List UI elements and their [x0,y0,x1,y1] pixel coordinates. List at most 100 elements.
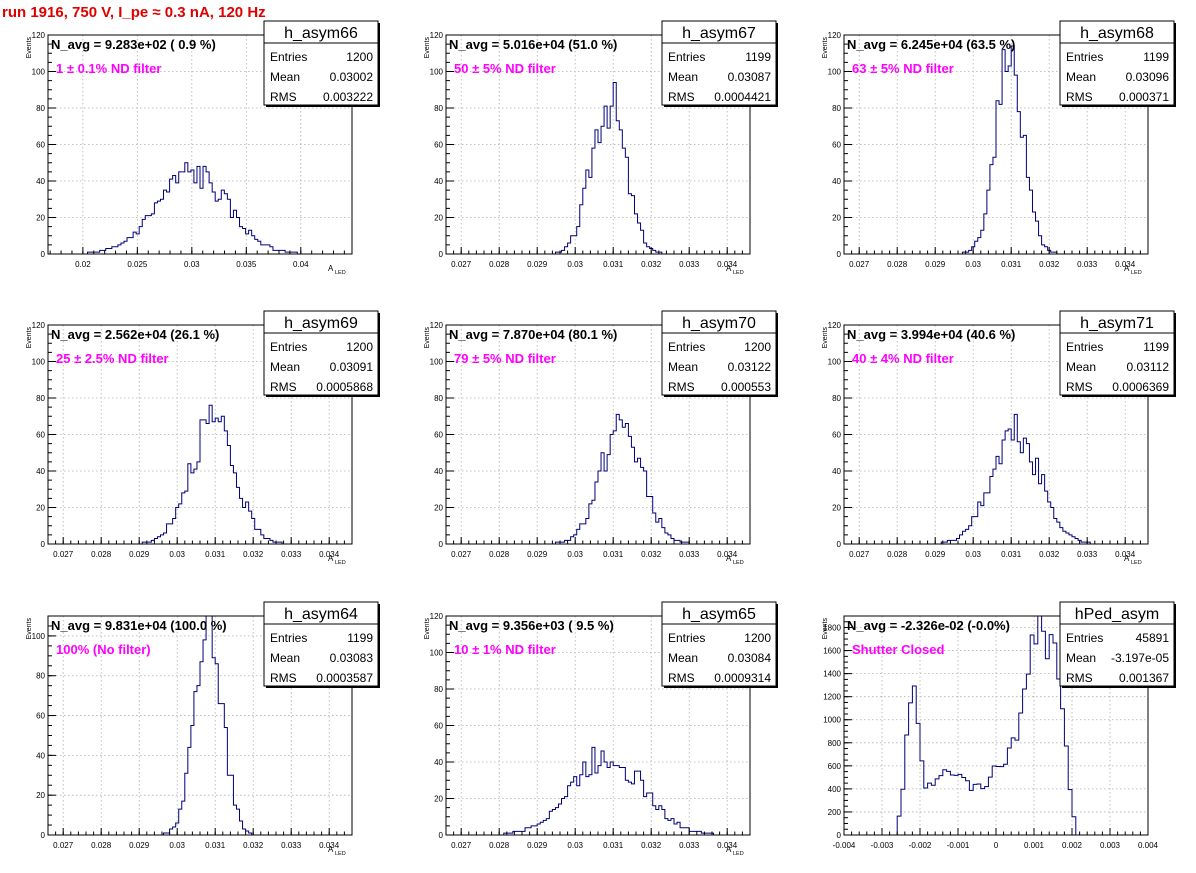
stats-value: 0.0003587 [316,671,373,685]
stats-label: Mean [668,360,698,374]
y-axis-title: Events [424,327,431,349]
x-tick-label: 0.029 [925,260,946,269]
histogram-line [844,615,1148,836]
x-tick-label: 0.033 [1077,260,1098,269]
y-tick-label: 80 [36,104,45,113]
y-tick-label: 40 [832,177,841,186]
x-tick-label: -0.001 [947,841,970,850]
x-tick-label: 0.03 [169,841,185,850]
stats-value: 0.000371 [1119,90,1169,104]
y-tick-label: 120 [430,612,444,621]
x-axis-title: A [328,554,334,563]
y-tick-label: 20 [434,795,443,804]
stats-value: 1200 [744,340,771,354]
stats-value: 0.000553 [721,380,771,394]
x-tick-label: 0.034 [1115,260,1136,269]
y-tick-label: 1400 [823,670,841,679]
histogram-pad-h_asym68: 0.027 0.028 0.029 0.03 0.031 0.032 0.033 0.034 0… [822,20,1176,276]
stats-value: 1200 [346,50,373,64]
stats-label: Mean [1066,651,1096,665]
x-tick-label: 0.027 [53,841,74,850]
y-tick-label: 1000 [823,716,841,725]
x-tick-label: 0.002 [1062,841,1083,850]
x-tick-label: 0.031 [205,841,226,850]
x-tick-label: 0.034 [717,841,738,850]
axis-ticks [446,615,751,836]
y-tick-label: 600 [828,762,842,771]
stats-value: 45891 [1136,631,1170,645]
y-tick-label: 40 [36,467,45,476]
x-tick-label: 0.028 [489,841,510,850]
y-tick-label: 40 [434,758,443,767]
stats-label: Entries [270,631,307,645]
x-axis-subscript: LED [1131,270,1142,276]
stats-label: RMS [668,380,695,394]
x-axis-subscript: LED [733,560,744,566]
x-tick-label: 0.032 [1039,260,1060,269]
navg-label: N_avg = 9.356e+03 ( 9.5 %) [449,618,614,633]
y-tick-label: 40 [434,467,443,476]
stats-value: 0.03002 [330,70,374,84]
y-tick-label: 100 [430,358,444,367]
filter-annotation: 63 ± 5% ND filter [852,61,954,76]
stats-label: Entries [270,50,307,64]
y-tick-label: 800 [828,739,842,748]
y-tick-label: 0 [41,831,46,840]
y-tick-label: 100 [828,68,842,77]
stats-value: 0.03084 [728,651,772,665]
histogram-pad-h_asym70: 0.027 0.028 0.029 0.03 0.031 0.032 0.033 0.034 0… [424,310,778,566]
stats-label: Entries [668,340,705,354]
filter-annotation: 25 ± 2.5% ND filter [56,351,169,366]
histogram-line [844,413,1148,545]
y-tick-label: 20 [434,504,443,513]
axis-ticks [48,615,353,836]
axis-ticks [844,324,1149,545]
x-tick-label: 0.034 [717,550,738,559]
y-tick-label: 100 [32,68,46,77]
y-tick-label: 20 [36,214,45,223]
navg-label: N_avg = 2.562e+04 (26.1 %) [51,327,219,342]
y-axis-title: Events [822,37,829,59]
stats-label: Mean [668,651,698,665]
y-tick-label: 0 [837,540,842,549]
stats-value: 0.03083 [330,651,374,665]
y-tick-label: 60 [36,712,45,721]
stats-value: 1199 [1143,340,1169,354]
stats-label: Entries [1066,50,1103,64]
histogram-name: h_asym71 [1080,315,1154,332]
y-tick-label: 20 [434,214,443,223]
x-tick-label: 0.03 [965,260,981,269]
x-tick-label: 0.02 [75,260,91,269]
stats-label: RMS [1066,90,1093,104]
x-tick-label: 0.033 [1077,550,1098,559]
x-tick-label: 0.027 [53,550,74,559]
x-tick-label: 0.033 [679,550,700,559]
stats-label: Mean [270,360,300,374]
x-axis-title: A [726,845,732,854]
stats-label: RMS [1066,380,1093,394]
stats-value: -3.197e-05 [1111,651,1169,665]
stats-value: 0.03096 [1126,70,1170,84]
x-axis-title: A [1124,554,1130,563]
stats-value: 0.0009314 [714,671,771,685]
stats-value: 1200 [744,631,771,645]
y-tick-label: 80 [434,104,443,113]
axis-ticks [446,34,751,255]
x-tick-label: 0.003 [1100,841,1121,850]
histogram-pad-h_asym64: 0.027 0.028 0.029 0.03 0.031 0.032 0.033 0.034 0… [26,601,380,857]
navg-label: N_avg = 7.870e+04 (80.1 %) [449,327,617,342]
x-tick-label: 0.033 [679,260,700,269]
stats-value: 1199 [745,50,771,64]
stats-label: Entries [270,340,307,354]
y-tick-label: 20 [36,504,45,513]
y-tick-label: 60 [434,431,443,440]
x-tick-label: 0.028 [887,550,908,559]
x-tick-label: 0.03 [567,550,583,559]
x-tick-label: 0.03 [965,550,981,559]
stats-value: 0.003222 [323,90,373,104]
x-axis-subscript: LED [733,851,744,857]
x-tick-label: 0.034 [319,841,340,850]
stats-label: Mean [270,651,300,665]
stats-box [263,601,379,687]
x-tick-label: 0.032 [243,550,264,559]
